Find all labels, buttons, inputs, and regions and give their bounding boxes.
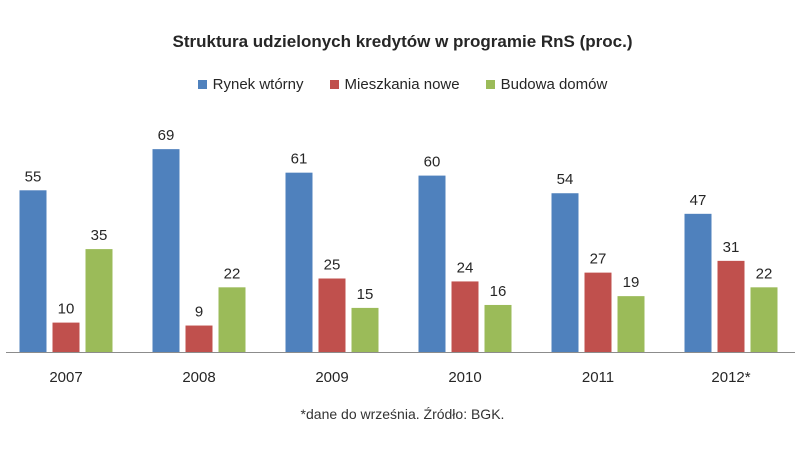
data-label: 69 — [158, 127, 175, 144]
legend-swatch — [197, 80, 207, 89]
bar — [484, 304, 512, 352]
legend: Rynek wtórny Mieszkania nowe Budowa domów — [0, 76, 805, 93]
legend-item: Budowa domów — [485, 76, 608, 93]
data-label: 25 — [324, 257, 341, 274]
data-label: 9 — [195, 304, 203, 321]
data-label: 15 — [357, 286, 374, 303]
legend-label: Rynek wtórny — [212, 76, 304, 93]
data-label: 31 — [723, 239, 740, 256]
bar — [19, 190, 47, 352]
data-label: 60 — [424, 154, 441, 171]
legend-item: Mieszkania nowe — [329, 76, 460, 93]
data-label: 22 — [756, 265, 773, 282]
data-label: 61 — [291, 151, 308, 168]
x-tick-label: 2007 — [49, 369, 82, 386]
bar — [185, 325, 213, 352]
data-label: 55 — [25, 168, 42, 185]
x-tick-label: 2009 — [315, 369, 348, 386]
bar — [152, 149, 180, 352]
data-label: 35 — [91, 227, 108, 244]
bar — [617, 296, 645, 352]
data-label: 54 — [557, 171, 574, 188]
bar — [285, 172, 313, 352]
bar — [318, 278, 346, 352]
legend-label: Budowa domów — [500, 76, 608, 93]
bar — [684, 213, 712, 352]
bar — [218, 287, 246, 352]
bar — [418, 175, 446, 352]
bar — [52, 322, 80, 352]
bar — [717, 260, 745, 352]
bar — [584, 272, 612, 352]
bar — [551, 193, 579, 352]
data-label: 10 — [58, 301, 75, 318]
x-tick-label: 2012* — [711, 369, 750, 386]
x-tick-label: 2008 — [182, 369, 215, 386]
bar — [351, 307, 379, 352]
x-tick-label: 2010 — [448, 369, 481, 386]
chart-title: Struktura udzielonych kredytów w program… — [172, 32, 633, 51]
footnote: *dane do września. Źródło: BGK. — [300, 406, 505, 422]
data-label: 27 — [590, 251, 607, 268]
legend-swatch — [329, 80, 339, 89]
legend-swatch — [485, 80, 495, 89]
bar — [85, 249, 113, 352]
data-label: 24 — [457, 259, 474, 276]
data-label: 47 — [690, 192, 707, 209]
data-label: 16 — [490, 283, 507, 300]
legend-item: Rynek wtórny — [197, 76, 304, 93]
bar — [750, 287, 778, 352]
data-label: 19 — [623, 274, 640, 291]
data-label: 22 — [224, 265, 241, 282]
legend-label: Mieszkania nowe — [344, 76, 460, 93]
x-tick-label: 2011 — [582, 369, 614, 386]
bar — [451, 281, 479, 352]
